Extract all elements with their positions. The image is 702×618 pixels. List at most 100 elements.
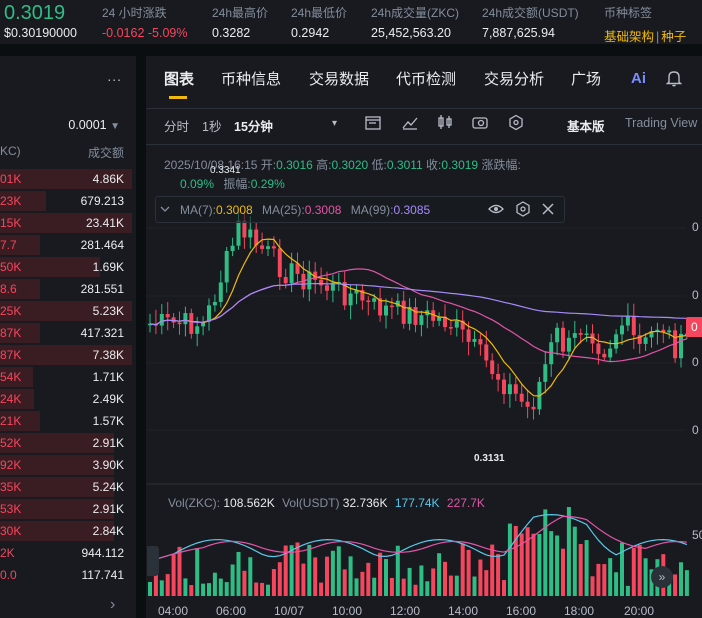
hexagon-settings-icon[interactable] xyxy=(508,114,524,131)
candle-body xyxy=(148,323,152,326)
trade-row[interactable]: 87K 7.38K xyxy=(0,344,136,366)
chart-settings-icon[interactable] xyxy=(471,115,489,131)
bell-icon[interactable] xyxy=(666,69,682,87)
candle-body xyxy=(572,333,577,338)
col-price-header: KC) xyxy=(0,144,21,158)
stat-high-value: 0.3282 xyxy=(212,26,251,40)
trade-price: 35K xyxy=(0,480,22,494)
trade-row[interactable]: 92K 3.90K xyxy=(0,454,136,476)
candle-body xyxy=(525,401,530,407)
trade-row[interactable]: 54K 1.71K xyxy=(0,366,136,388)
volume-bar xyxy=(271,569,276,596)
candle-body xyxy=(342,281,347,306)
scroll-left-handle[interactable] xyxy=(147,546,159,576)
ai-icon[interactable]: Ai xyxy=(631,70,646,87)
stat-change-label: 24 小时涨跌 xyxy=(102,6,167,20)
tags: 基础架构 | 种子 xyxy=(604,26,686,45)
tf-15m[interactable]: 15分钟 xyxy=(234,120,273,134)
candlestick-chart[interactable] xyxy=(146,146,702,618)
trade-row[interactable]: 21K 1.57K xyxy=(0,410,136,432)
precision-select[interactable]: 0.0001 ▼ xyxy=(68,118,120,132)
trade-row[interactable]: 87K 417.321 xyxy=(0,322,136,344)
volume-bar xyxy=(260,582,265,596)
trade-amount: 5.24K xyxy=(92,480,124,494)
change-value: 0.09% xyxy=(180,177,215,191)
x-axis-label: 10/07 xyxy=(274,604,305,618)
volume-bar xyxy=(649,569,654,596)
volume-bar xyxy=(295,542,300,596)
candle-body xyxy=(608,348,613,358)
trade-row[interactable]: 0.0 117.741 xyxy=(0,564,136,586)
depth-bar xyxy=(0,411,40,431)
high-label: 高: xyxy=(316,158,332,172)
tab-square[interactable]: 广场 xyxy=(571,71,602,88)
drawing-tools-icon[interactable] xyxy=(364,115,382,131)
tab-token-check[interactable]: 代币检测 xyxy=(396,71,457,88)
candle-body xyxy=(165,314,170,318)
candle-body xyxy=(454,320,459,328)
trade-amount: 3.90K xyxy=(92,458,124,472)
trade-row[interactable]: 8.6 281.551 xyxy=(0,278,136,300)
volume-bar xyxy=(437,553,442,596)
volume-bar xyxy=(578,543,583,596)
view-basic[interactable]: 基本版 xyxy=(567,120,605,134)
indicator-icon[interactable] xyxy=(401,115,419,131)
eye-icon[interactable] xyxy=(488,203,504,215)
candle-body xyxy=(472,339,477,342)
view-tradingview[interactable]: Trading View xyxy=(625,116,698,130)
candle-body xyxy=(277,248,282,277)
candle-style-icon[interactable] xyxy=(436,114,454,131)
close-label: 收: xyxy=(426,158,442,172)
volume-bar xyxy=(342,569,347,596)
candle-body xyxy=(248,229,253,238)
trade-row[interactable]: 50K 1.69K xyxy=(0,256,136,278)
trade-row[interactable]: 24K 2.49K xyxy=(0,388,136,410)
trade-row[interactable]: 30K 2.84K xyxy=(0,520,136,542)
trade-row[interactable]: 52K 2.91K xyxy=(0,432,136,454)
more-options-icon[interactable]: ... xyxy=(107,68,122,84)
volume-bar xyxy=(590,576,595,596)
candle-body xyxy=(212,301,217,306)
tab-coin-info[interactable]: 币种信息 xyxy=(221,71,282,88)
volume-bar xyxy=(384,559,388,596)
volume-bar xyxy=(519,533,524,596)
tf-dropdown-icon[interactable]: ▾ xyxy=(332,118,338,129)
volume-bar xyxy=(572,526,577,596)
volume-bar xyxy=(484,570,489,596)
y-axis-label: 0 xyxy=(692,288,699,302)
close-icon[interactable] xyxy=(542,203,554,215)
ma-legend: MA(7):0.3008 MA(25):0.3008 MA(99):0.3085 xyxy=(155,196,565,223)
open-label: 开: xyxy=(260,158,277,172)
tab-trade-analysis[interactable]: 交易分析 xyxy=(484,71,545,88)
volume-bar xyxy=(448,575,453,596)
volume-bar xyxy=(207,583,211,596)
trade-row[interactable]: 15K 23.41K xyxy=(0,212,136,234)
settings-icon[interactable] xyxy=(515,201,531,217)
trade-row[interactable]: 23K 679.213 xyxy=(0,190,136,212)
candle-body xyxy=(189,313,194,334)
tf-timeline[interactable]: 分时 xyxy=(164,120,190,134)
trade-row[interactable]: 53K 2.91K xyxy=(0,498,136,520)
tab-trade-data[interactable]: 交易数据 xyxy=(309,71,370,88)
volume-bar xyxy=(378,552,383,596)
candle-body xyxy=(566,337,571,352)
trade-row[interactable]: 7.7 281.464 xyxy=(0,234,136,256)
chevron-right-icon[interactable]: › xyxy=(110,596,116,613)
candle-body xyxy=(295,263,300,274)
candle-body xyxy=(289,263,294,284)
tag-seed[interactable]: 种子 xyxy=(661,30,687,44)
tag-infrastructure[interactable]: 基础架构 xyxy=(604,30,655,44)
trade-row[interactable]: 35K 5.24K xyxy=(0,476,136,498)
depth-bar xyxy=(0,499,114,519)
volume-bar xyxy=(389,577,394,596)
trade-amount: 417.321 xyxy=(80,326,124,340)
scroll-to-latest-icon[interactable]: » xyxy=(651,566,673,588)
trade-row[interactable]: 2K 944.112 xyxy=(0,542,136,564)
tf-1s[interactable]: 1秒 xyxy=(202,120,222,134)
candle-body xyxy=(443,316,447,328)
chevron-down-icon[interactable] xyxy=(160,204,170,214)
volume-bar xyxy=(319,582,324,596)
tab-chart[interactable]: 图表 xyxy=(164,71,195,88)
trade-row[interactable]: 01K 4.86K xyxy=(0,168,136,190)
trade-row[interactable]: 25K 5.23K xyxy=(0,300,136,322)
